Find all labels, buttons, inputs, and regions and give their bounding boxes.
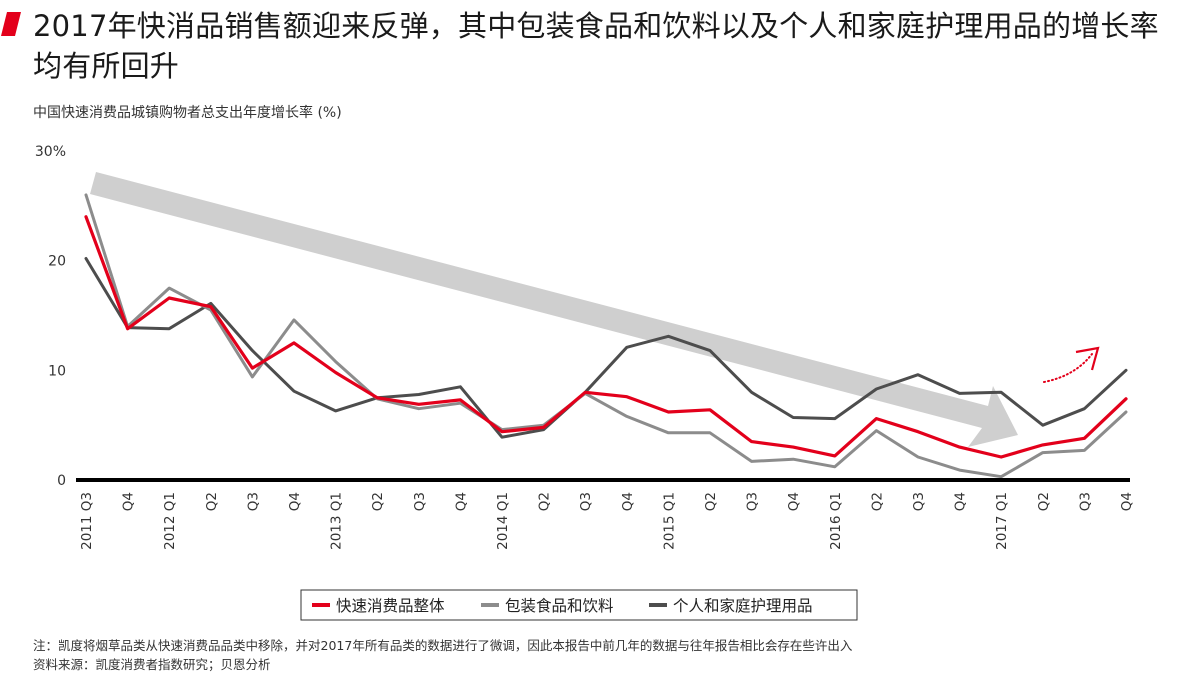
- x-tick-label: Q3: [1077, 492, 1093, 511]
- series-lines: [84, 193, 1128, 479]
- rebound-arrow-layer: [1043, 346, 1100, 383]
- x-tick-label: Q4: [620, 492, 636, 511]
- y-tick-label: 30%: [35, 144, 66, 160]
- x-tick-label: Q4: [953, 492, 969, 511]
- series-line-1: [84, 193, 1128, 479]
- footnote-note: 注：凯度将烟草品类从快速消费品品类中移除，并对2017年所有品类的数据进行了微调…: [33, 638, 853, 653]
- footnotes: 注：凯度将烟草品类从快速消费品品类中移除，并对2017年所有品类的数据进行了微调…: [33, 636, 852, 674]
- y-tick-label: 0: [57, 473, 66, 489]
- legend-label: 个人和家庭护理用品: [673, 597, 813, 615]
- trend-down-arrow: [90, 172, 1018, 447]
- rebound-arrow-tail: [1043, 353, 1093, 383]
- chart-subtitle: 中国快速消费品城镇购物者总支出年度增长率 (%): [33, 105, 342, 121]
- x-tick-label: Q3: [911, 492, 927, 511]
- page-title: 2017年快消品销售额迎来反弹，其中包装食品和饮料以及个人和家庭护理用品的增长率…: [33, 9, 1159, 83]
- x-tick-label: 2013 Q1: [329, 492, 345, 550]
- x-tick-label: Q2: [1036, 492, 1052, 511]
- series-line-0: [84, 215, 1128, 459]
- legend-label: 快速消费品整体: [336, 597, 445, 615]
- x-tick-label: Q3: [245, 492, 261, 511]
- x-tick-label: 2012 Q1: [162, 492, 178, 550]
- y-tick-label: 10: [48, 363, 66, 379]
- series-line-2: [84, 257, 1128, 439]
- legend: 快速消费品整体 包装食品和饮料 个人和家庭护理用品: [300, 589, 858, 621]
- legend-box: [300, 589, 858, 621]
- x-tick-label: Q2: [869, 492, 885, 511]
- x-tick-label: Q2: [204, 492, 220, 511]
- x-tick-label: Q3: [745, 492, 761, 511]
- x-tick-label: Q4: [1119, 492, 1135, 511]
- y-axis-ticks: 0 10 20 30%: [35, 144, 66, 489]
- footnote-source: 资料来源：凯度消费者指数研究；贝恩分析: [33, 657, 271, 672]
- rebound-arrow-head: [1075, 346, 1100, 371]
- y-tick-label: 20: [48, 254, 66, 270]
- x-tick-label: 2011 Q3: [79, 492, 95, 550]
- x-tick-label: Q4: [121, 492, 137, 511]
- x-tick-label: Q3: [578, 492, 594, 511]
- x-tick-label: Q4: [786, 492, 802, 511]
- x-tick-label: 2016 Q1: [828, 492, 844, 550]
- x-axis-ticks: 2011 Q3 Q4 2012 Q1 Q2 Q3 Q4 2013 Q1 Q2 Q3 Q4 2014 …: [79, 492, 1135, 550]
- x-tick-label: Q2: [370, 492, 386, 511]
- trend-arrow-layer: [90, 172, 1018, 447]
- x-tick-label: 2014 Q1: [495, 492, 511, 550]
- x-tick-label: 2015 Q1: [661, 492, 677, 550]
- x-tick-label: Q2: [537, 492, 553, 511]
- x-tick-label: Q2: [703, 492, 719, 511]
- x-tick-label: Q3: [412, 492, 428, 511]
- x-tick-label: Q4: [287, 492, 303, 511]
- legend-label: 包装食品和饮料: [505, 597, 614, 615]
- x-tick-label: 2017 Q1: [994, 492, 1010, 550]
- x-tick-label: Q4: [453, 492, 469, 511]
